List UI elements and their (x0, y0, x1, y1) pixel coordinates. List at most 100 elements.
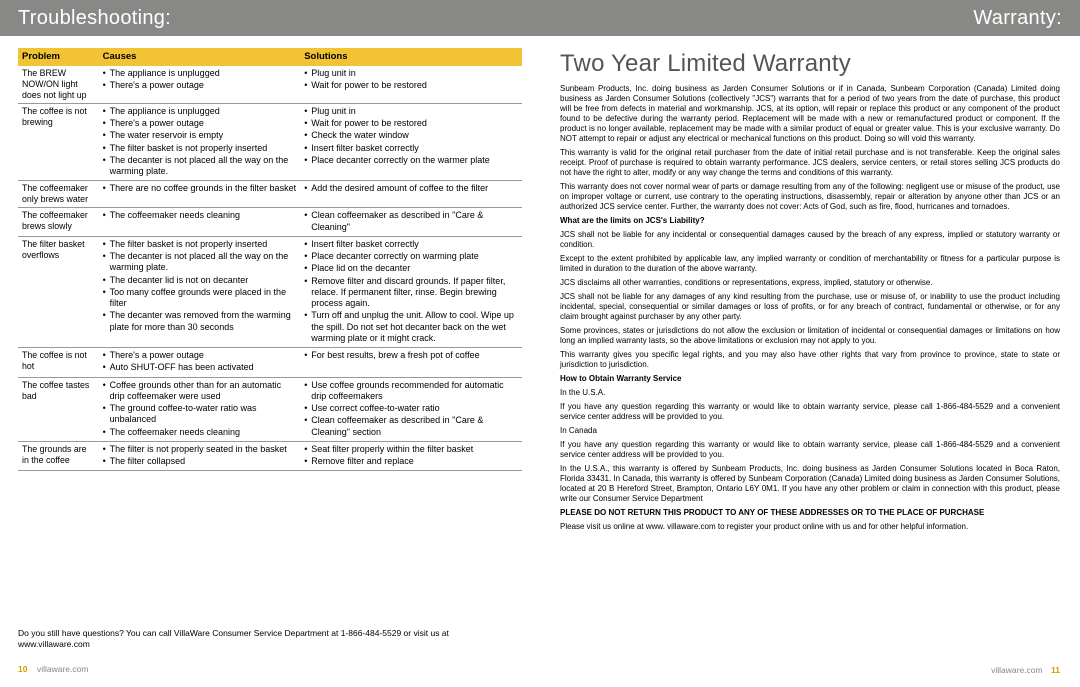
table-row: The coffee is not hot•There's a power ou… (18, 348, 522, 378)
cause-item: •The decanter is not placed all the way … (103, 155, 297, 178)
solution-item: •Seat filter properly within the filter … (304, 444, 518, 455)
warranty-p7: JCS shall not be liable for any damages … (560, 292, 1060, 322)
warranty-h3: PLEASE DO NOT RETURN THIS PRODUCT TO ANY… (560, 508, 1060, 518)
causes-cell: •There are no coffee grounds in the filt… (99, 181, 301, 208)
solution-item: •Remove filter and discard grounds. If p… (304, 276, 518, 310)
warranty-p4: JCS shall not be liable for any incident… (560, 230, 1060, 250)
cause-item: •The appliance is unplugged (103, 106, 297, 117)
causes-cell: •The filter is not properly seated in th… (99, 441, 301, 471)
cause-item: •Too many coffee grounds were placed in … (103, 287, 297, 310)
solution-item: •Plug unit in (304, 68, 518, 79)
solution-item: •Insert filter basket correctly (304, 143, 518, 154)
solution-item: •Insert filter basket correctly (304, 239, 518, 250)
cause-item: •The coffeemaker needs cleaning (103, 427, 297, 438)
solutions-cell: •Insert filter basket correctly•Place de… (300, 236, 522, 347)
solution-item: •Use coffee grounds recommended for auto… (304, 380, 518, 403)
problem-cell: The coffee tastes bad (18, 377, 99, 441)
table-row: The coffeemaker only brews water •There a… (18, 181, 522, 208)
footer-website-left: villaware.com (37, 664, 89, 674)
cause-item: •There's a power outage (103, 80, 297, 91)
footer-website-right: villaware.com (991, 665, 1043, 675)
solutions-cell: •Seat filter properly within the filter … (300, 441, 522, 471)
right-page: Warranty: Two Year Limited Warranty Sunb… (540, 0, 1080, 687)
table-row: The coffeemaker brews slowly •The coffeem… (18, 208, 522, 237)
solutions-cell: •Plug unit in•Wait for power to be resto… (300, 66, 522, 103)
warranty-body: Sunbeam Products, Inc. doing business as… (560, 84, 1060, 532)
cause-item: •There's a power outage (103, 350, 297, 361)
cause-item: •The ground coffee-to-water ratio was un… (103, 403, 297, 426)
cause-item: •Auto SHUT-OFF has been activated (103, 362, 297, 373)
cause-item: •The appliance is unplugged (103, 68, 297, 79)
cause-item: •The water reservoir is empty (103, 130, 297, 141)
warranty-p10: In the U.S.A. (560, 388, 1060, 398)
solution-item: •Remove filter and replace (304, 456, 518, 467)
page-number-left: 10 (18, 664, 27, 674)
solution-item: •Place decanter correctly on warming pla… (304, 251, 518, 262)
heading-troubleshooting: Troubleshooting: (18, 7, 171, 30)
cause-item: •The filter basket is not properly inser… (103, 143, 297, 154)
warranty-p3: This warranty does not cover normal wear… (560, 182, 1060, 212)
warranty-p6: JCS disclaims all other warranties, cond… (560, 278, 1060, 288)
solution-item: •Check the water window (304, 130, 518, 141)
problem-cell: The coffee is not hot (18, 348, 99, 378)
table-row: The coffee is not brewing•The appliance … (18, 103, 522, 181)
causes-cell: •Coffee grounds other than for an automa… (99, 377, 301, 441)
warranty-p1: Sunbeam Products, Inc. doing business as… (560, 84, 1060, 144)
solution-item: •Clean coffeemaker as described in "Care… (304, 210, 518, 233)
causes-cell: •The coffeemaker needs cleaning (99, 208, 301, 237)
solution-item: •Clean coffeemaker as described in "Care… (304, 415, 518, 438)
col-problem: Problem (18, 48, 99, 66)
questions-text: Do you still have questions? You can cal… (18, 628, 522, 650)
cause-item: •The filter is not properly seated in th… (103, 444, 297, 455)
cause-item: •The decanter lid is not on decanter (103, 275, 297, 286)
table-row: The grounds are in the coffee •The filter… (18, 441, 522, 471)
solution-item: •Add the desired amount of coffee to the… (304, 183, 518, 194)
warranty-title: Two Year Limited Warranty (560, 50, 1060, 78)
cause-item: •The filter collapsed (103, 456, 297, 467)
warranty-p8: Some provinces, states or jurisdictions … (560, 326, 1060, 346)
causes-cell: •There's a power outage•Auto SHUT-OFF ha… (99, 348, 301, 378)
page-number-right: 11 (1051, 665, 1060, 675)
troubleshooting-table: Problem Causes Solutions The BREW NOW/ON… (18, 48, 522, 471)
cause-item: •The filter basket is not properly inser… (103, 239, 297, 250)
solutions-cell: •Add the desired amount of coffee to the… (300, 181, 522, 208)
cause-item: •There's a power outage (103, 118, 297, 129)
cause-item: •The decanter was removed from the warmi… (103, 310, 297, 333)
solution-item: •Plug unit in (304, 106, 518, 117)
solution-item: •Use correct coffee-to-water ratio (304, 403, 518, 414)
problem-cell: The grounds are in the coffee (18, 441, 99, 471)
problem-cell: The coffeemaker only brews water (18, 181, 99, 208)
cause-item: •The coffeemaker needs cleaning (103, 210, 297, 221)
warranty-p11: If you have any question regarding this … (560, 402, 1060, 422)
problem-cell: The coffeemaker brews slowly (18, 208, 99, 237)
solutions-cell: •Clean coffeemaker as described in "Care… (300, 208, 522, 237)
solution-item: •Wait for power to be restored (304, 118, 518, 129)
cause-item: •There are no coffee grounds in the filt… (103, 183, 297, 194)
solution-item: •Place decanter correctly on the warmer … (304, 155, 518, 166)
problem-cell: The coffee is not brewing (18, 103, 99, 181)
table-row: The coffee tastes bad•Coffee grounds oth… (18, 377, 522, 441)
solution-item: •For best results, brew a fresh pot of c… (304, 350, 518, 361)
warranty-p9: This warranty gives you specific legal r… (560, 350, 1060, 370)
solutions-cell: •Plug unit in•Wait for power to be resto… (300, 103, 522, 181)
header-warranty: Warranty: (540, 0, 1080, 36)
causes-cell: •The appliance is unplugged•There's a po… (99, 103, 301, 181)
left-page: Troubleshooting: Problem Causes Solution… (0, 0, 540, 687)
solution-item: •Place lid on the decanter (304, 263, 518, 274)
problem-cell: The filter basket overflows (18, 236, 99, 347)
cause-item: •The decanter is not placed all the way … (103, 251, 297, 274)
col-causes: Causes (99, 48, 301, 66)
warranty-p13: If you have any question regarding this … (560, 440, 1060, 460)
solution-item: •Turn off and unplug the unit. Allow to … (304, 310, 518, 344)
warranty-p14: In the U.S.A., this warranty is offered … (560, 464, 1060, 504)
warranty-p15: Please visit us online at www. villaware… (560, 522, 1060, 532)
warranty-h1: What are the limits on JCS's Liability? (560, 216, 1060, 226)
solution-item: •Wait for power to be restored (304, 80, 518, 91)
warranty-p2: This warranty is valid for the original … (560, 148, 1060, 178)
table-row: The BREW NOW/ON light does not light up •… (18, 66, 522, 103)
header-troubleshooting: Troubleshooting: (0, 0, 540, 36)
problem-cell: The BREW NOW/ON light does not light up (18, 66, 99, 103)
heading-warranty: Warranty: (973, 7, 1062, 30)
warranty-p12: In Canada (560, 426, 1060, 436)
warranty-h2: How to Obtain Warranty Service (560, 374, 1060, 384)
